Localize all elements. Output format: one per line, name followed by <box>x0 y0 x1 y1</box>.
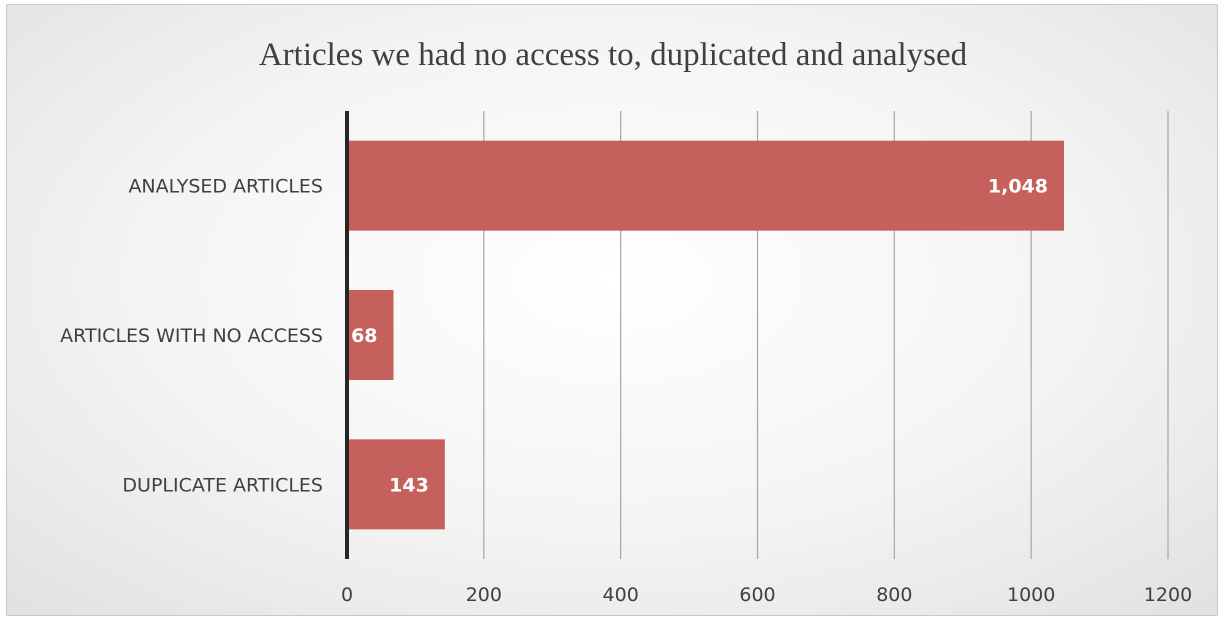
chart-title: Articles we had no access to, duplicated… <box>258 37 968 73</box>
x-tick-label: 600 <box>739 584 775 606</box>
x-tick-label: 1200 <box>1144 584 1192 606</box>
bar <box>347 140 1065 231</box>
data-label: 68 <box>351 325 377 347</box>
bar <box>347 290 394 380</box>
bar <box>347 439 445 530</box>
data-label: 1,048 <box>988 176 1048 198</box>
x-tick-label: 400 <box>603 584 639 606</box>
data-label: 143 <box>389 474 429 496</box>
x-tick-label: 200 <box>466 584 502 606</box>
chart-area: Articles we had no access to, duplicated… <box>6 4 1218 616</box>
category-label: ARTICLES WITH NO ACCESS <box>60 325 323 347</box>
category-label: ANALYSED ARTICLES <box>128 176 323 198</box>
x-tick-label: 1000 <box>1007 584 1055 606</box>
x-tick-label: 0 <box>341 584 353 606</box>
x-tick-label: 800 <box>876 584 912 606</box>
category-label: DUPLICATE ARTICLES <box>122 474 323 496</box>
bar-plot: 1,048 ANALYSED ARTICLES 68 ARTICLES WITH NO… <box>60 111 1192 606</box>
